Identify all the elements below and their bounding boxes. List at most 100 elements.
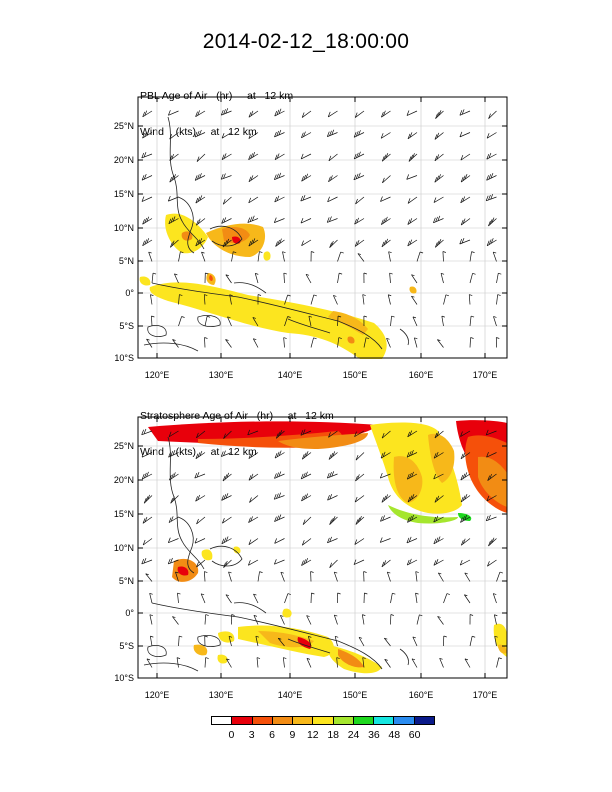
wind-barb	[326, 129, 338, 137]
wind-barb	[354, 495, 365, 503]
colorbar-swatch	[414, 717, 434, 724]
wind-barb	[492, 593, 497, 604]
pbl-map-svg	[137, 96, 508, 359]
wind-barb	[195, 195, 206, 204]
wind-barb	[170, 239, 179, 248]
wind-barb	[301, 557, 312, 566]
wind-barb	[414, 337, 418, 348]
wind-barb	[282, 251, 286, 262]
wind-barb	[468, 294, 473, 305]
wind-barb	[460, 153, 471, 161]
wind-barb	[496, 571, 504, 582]
wind-barb	[381, 110, 391, 118]
wind-barb	[469, 315, 475, 327]
wind-barb	[437, 339, 444, 348]
lon-tick-label: 160°E	[408, 370, 434, 380]
wind-barb	[336, 657, 340, 668]
wind-barb	[200, 593, 206, 604]
wind-barb	[248, 473, 259, 481]
wind-barb	[406, 110, 418, 116]
stratosphere-coastlines	[143, 436, 409, 672]
wind-barb	[357, 253, 365, 262]
wind-barb	[496, 657, 502, 668]
wind-barb	[486, 132, 497, 139]
lat-tick-label: 5°N	[118, 576, 134, 586]
wind-barb	[174, 273, 179, 284]
wind-barb	[306, 615, 312, 625]
wind-barb	[433, 559, 444, 566]
wind-barb	[170, 495, 179, 504]
colorbar-tick-label: 18	[327, 729, 340, 741]
colorbar-swatch	[353, 717, 375, 724]
wind-barb	[407, 196, 418, 204]
colorbar-swatch	[394, 717, 415, 724]
wind-barb	[354, 239, 365, 247]
wind-barb	[300, 429, 312, 436]
wind-barb	[411, 295, 418, 305]
wind-barb	[168, 537, 179, 544]
wind-barb	[464, 572, 471, 582]
wind-barb	[194, 129, 206, 138]
lon-tick-label: 170°E	[472, 690, 498, 700]
wind-barb	[275, 238, 285, 247]
wind-barb	[301, 538, 312, 546]
wind-barb	[301, 239, 312, 246]
wind-barb	[143, 494, 153, 504]
colorbar-swatch	[333, 717, 354, 724]
wind-barb	[327, 536, 338, 544]
lat-tick-label: 25°N	[113, 441, 134, 451]
wind-barb	[252, 338, 259, 348]
wind-barb	[337, 272, 343, 284]
wind-barb	[381, 430, 391, 439]
wind-barb	[407, 514, 418, 523]
wind-barb	[168, 449, 179, 458]
wind-barb	[248, 196, 259, 204]
wind-barb	[469, 337, 474, 348]
wind-barb	[411, 658, 418, 668]
wind-barb	[231, 614, 235, 625]
wind-barb	[355, 516, 365, 525]
wind-barb	[301, 493, 312, 502]
wind-barb	[355, 473, 365, 482]
wind-barb	[194, 173, 206, 181]
wind-barb	[248, 110, 259, 118]
wind-barb	[354, 110, 365, 118]
lat-tick-label: 0°	[125, 288, 134, 298]
lon-tick-label: 170°E	[472, 370, 498, 380]
wind-barb	[333, 614, 338, 625]
wind-barb	[201, 251, 206, 262]
colorbar-tick-label: 60	[408, 729, 421, 741]
wind-barb	[282, 657, 287, 668]
wind-barb	[386, 571, 391, 582]
wind-barb	[326, 471, 338, 479]
panel2-frame	[137, 416, 508, 679]
panel1-frame	[137, 96, 508, 359]
wind-barb	[300, 153, 312, 160]
wind-barb	[485, 193, 497, 202]
wind-barb	[442, 251, 447, 262]
wind-barb	[204, 315, 211, 327]
stratosphere-age-fill	[148, 420, 507, 674]
wind-barb	[284, 294, 291, 305]
wind-barb	[435, 110, 444, 119]
wind-barb	[363, 571, 367, 582]
wind-barb	[203, 294, 208, 305]
wind-barb	[353, 172, 365, 181]
colorbar-swatch	[272, 717, 294, 724]
wind-barb	[300, 195, 312, 202]
wind-barb	[225, 274, 232, 284]
wind-barb	[487, 473, 497, 481]
wind-barb	[247, 215, 259, 223]
wind-barb	[253, 615, 259, 625]
wind-barb	[301, 110, 312, 118]
wind-barb	[407, 239, 418, 247]
wind-barb	[204, 571, 208, 582]
wind-barb	[167, 557, 179, 565]
wind-barb	[178, 316, 185, 327]
wind-barb	[433, 473, 444, 480]
wind-barb	[406, 174, 418, 180]
panel2-wind-barbs	[141, 428, 504, 668]
wind-barb	[142, 216, 153, 225]
panel1-wind-barbs	[141, 108, 502, 348]
wind-barb	[353, 130, 365, 138]
